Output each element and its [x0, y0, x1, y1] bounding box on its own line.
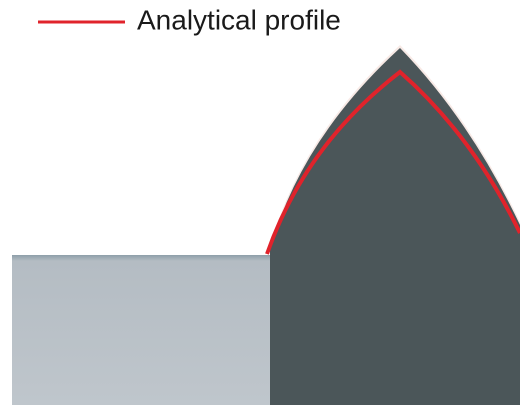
profile-body	[270, 48, 520, 405]
legend-label: Analytical profile	[137, 4, 341, 35]
figure: Analytical profile	[0, 0, 520, 405]
substrate	[12, 255, 270, 405]
